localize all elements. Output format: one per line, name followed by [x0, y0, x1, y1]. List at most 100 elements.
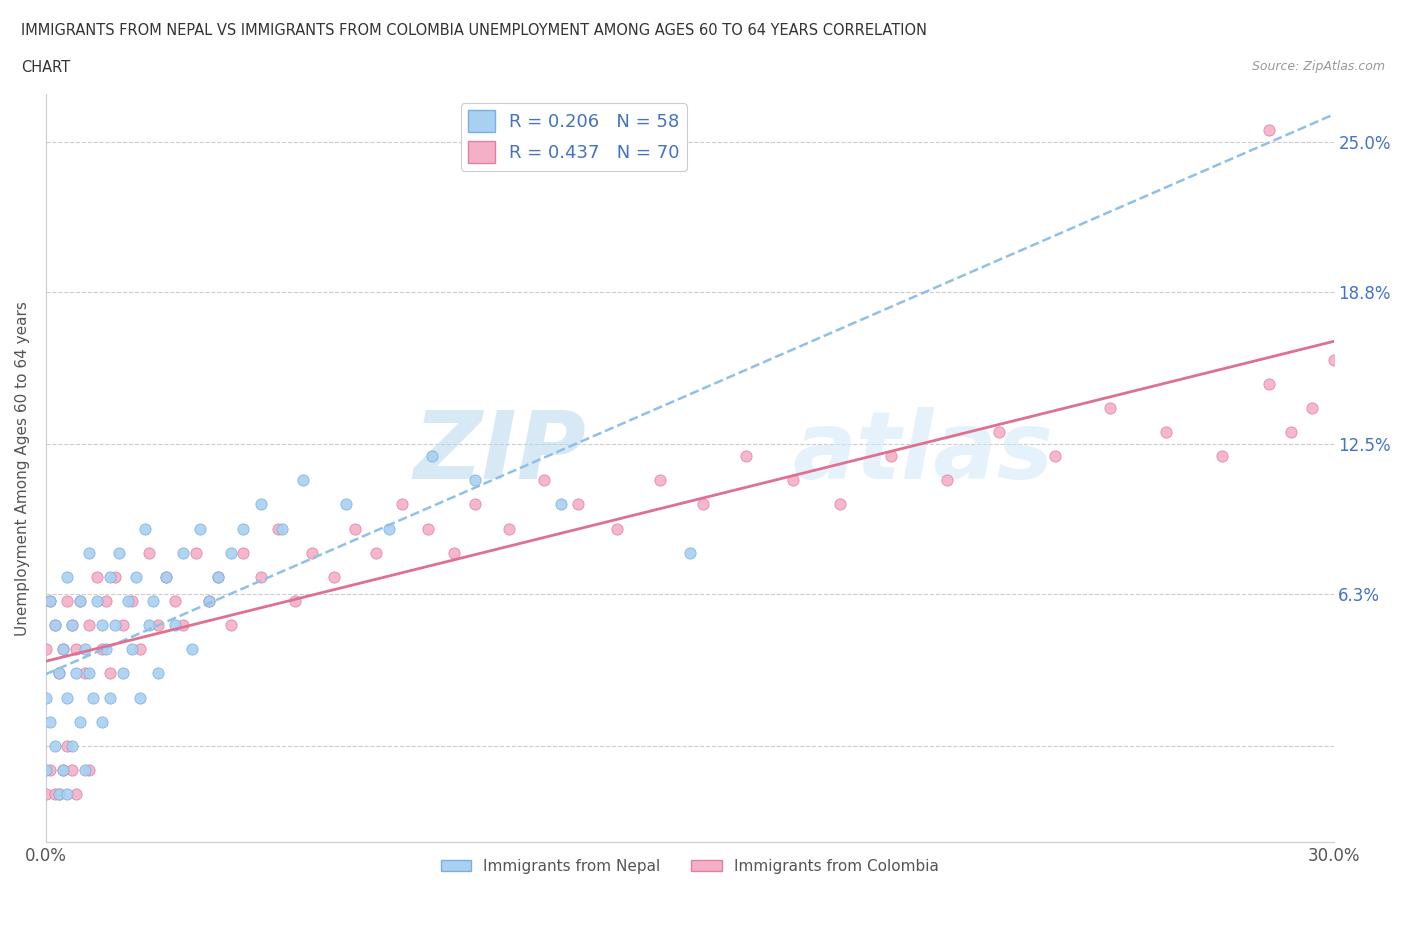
- Point: [1301, 401, 1323, 416]
- Point: [86, 569, 108, 584]
- Point: [249, 497, 271, 512]
- Point: [98, 666, 121, 681]
- Point: [104, 618, 127, 632]
- Point: [52, 763, 75, 777]
- Point: [550, 497, 572, 512]
- Point: [1154, 425, 1177, 440]
- Point: [98, 569, 121, 584]
- Point: [104, 569, 127, 584]
- Point: [232, 545, 254, 560]
- Point: [48, 787, 70, 802]
- Point: [90, 714, 112, 729]
- Point: [39, 593, 62, 608]
- Point: [35, 763, 58, 777]
- Point: [112, 666, 135, 681]
- Point: [1211, 449, 1233, 464]
- Point: [77, 618, 100, 632]
- Point: [52, 642, 75, 657]
- Point: [155, 569, 177, 584]
- Point: [35, 787, 58, 802]
- Point: [90, 642, 112, 657]
- Point: [39, 714, 62, 729]
- Point: [378, 521, 401, 536]
- Point: [679, 545, 702, 560]
- Point: [271, 521, 294, 536]
- Point: [60, 763, 83, 777]
- Point: [232, 521, 254, 536]
- Legend: Immigrants from Nepal, Immigrants from Colombia: Immigrants from Nepal, Immigrants from C…: [434, 853, 945, 880]
- Point: [416, 521, 439, 536]
- Point: [249, 569, 271, 584]
- Point: [65, 642, 87, 657]
- Point: [190, 521, 212, 536]
- Point: [443, 545, 465, 560]
- Point: [60, 618, 83, 632]
- Point: [90, 618, 112, 632]
- Point: [498, 521, 520, 536]
- Point: [129, 642, 152, 657]
- Point: [198, 593, 221, 608]
- Point: [44, 787, 66, 802]
- Point: [366, 545, 388, 560]
- Point: [734, 449, 756, 464]
- Point: [94, 642, 117, 657]
- Point: [82, 690, 104, 705]
- Text: IMMIGRANTS FROM NEPAL VS IMMIGRANTS FROM COLOMBIA UNEMPLOYMENT AMONG AGES 60 TO : IMMIGRANTS FROM NEPAL VS IMMIGRANTS FROM…: [21, 23, 927, 38]
- Point: [77, 545, 100, 560]
- Point: [163, 593, 186, 608]
- Point: [207, 569, 229, 584]
- Point: [142, 593, 165, 608]
- Point: [52, 763, 75, 777]
- Point: [35, 690, 58, 705]
- Point: [420, 449, 443, 464]
- Text: Source: ZipAtlas.com: Source: ZipAtlas.com: [1251, 60, 1385, 73]
- Point: [44, 738, 66, 753]
- Point: [987, 425, 1010, 440]
- Point: [48, 666, 70, 681]
- Point: [692, 497, 714, 512]
- Point: [73, 763, 96, 777]
- Point: [219, 545, 242, 560]
- Point: [936, 472, 959, 487]
- Point: [267, 521, 290, 536]
- Y-axis label: Unemployment Among Ages 60 to 64 years: Unemployment Among Ages 60 to 64 years: [15, 300, 30, 636]
- Point: [98, 690, 121, 705]
- Point: [343, 521, 366, 536]
- Point: [782, 472, 804, 487]
- Point: [207, 569, 229, 584]
- Point: [117, 593, 139, 608]
- Point: [1279, 425, 1302, 440]
- Point: [648, 472, 671, 487]
- Point: [35, 642, 58, 657]
- Point: [828, 497, 851, 512]
- Point: [65, 787, 87, 802]
- Point: [48, 666, 70, 681]
- Point: [146, 666, 169, 681]
- Point: [146, 618, 169, 632]
- Point: [94, 593, 117, 608]
- Point: [56, 787, 79, 802]
- Point: [533, 472, 555, 487]
- Point: [60, 738, 83, 753]
- Point: [129, 690, 152, 705]
- Point: [606, 521, 628, 536]
- Point: [180, 642, 202, 657]
- Point: [464, 497, 486, 512]
- Point: [69, 593, 91, 608]
- Point: [163, 618, 186, 632]
- Point: [198, 593, 221, 608]
- Point: [335, 497, 357, 512]
- Point: [44, 618, 66, 632]
- Point: [56, 569, 79, 584]
- Point: [121, 593, 143, 608]
- Point: [65, 666, 87, 681]
- Point: [39, 763, 62, 777]
- Point: [138, 618, 160, 632]
- Point: [48, 787, 70, 802]
- Point: [219, 618, 242, 632]
- Point: [77, 763, 100, 777]
- Point: [69, 714, 91, 729]
- Point: [292, 472, 315, 487]
- Point: [56, 593, 79, 608]
- Point: [880, 449, 903, 464]
